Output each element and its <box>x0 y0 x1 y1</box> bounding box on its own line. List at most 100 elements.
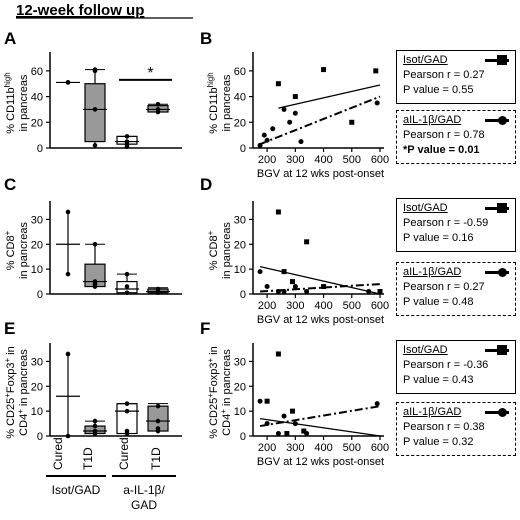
y-label-sup: + <box>16 409 25 414</box>
legend-line-dash-icon <box>485 271 509 274</box>
y-axis-label: % CD11bhigh in pancreas <box>206 72 234 133</box>
legend-square-icon <box>497 55 507 65</box>
square-point <box>377 289 383 295</box>
y-tick-label: 20 <box>31 381 43 393</box>
x-tick-label: 600 <box>371 300 389 312</box>
y-label-part: Foxp3 <box>208 363 220 394</box>
circle-point <box>257 142 263 148</box>
y-label-line: % CD11bhigh <box>3 72 18 133</box>
x-tick-label: 200 <box>258 442 276 454</box>
data-point <box>92 423 98 429</box>
square-point <box>275 209 281 215</box>
y-label-sup: + <box>3 358 12 363</box>
circle-point <box>281 413 287 419</box>
circle-point <box>292 421 298 427</box>
data-point <box>65 433 71 439</box>
y-label-line: CD4+ in pancreas <box>219 349 234 436</box>
square-point <box>301 428 307 434</box>
stats-f-ail: aIL-1β/GAD Pearson r = 0.38 P value = 0.… <box>396 402 516 456</box>
group-label-isot-t1d: T1D <box>81 447 95 470</box>
fit-line <box>278 84 381 109</box>
circle-point <box>292 110 298 116</box>
data-point <box>65 271 71 277</box>
circle-point <box>304 289 310 295</box>
data-point <box>124 290 130 296</box>
y-label-sup: + <box>206 393 215 398</box>
y-tick-label: 10 <box>31 264 43 276</box>
y-tick-label: 10 <box>31 406 43 418</box>
data-point <box>92 143 98 148</box>
square-point <box>264 398 270 404</box>
y-axis-label: % CD8+ in pancreas <box>206 222 234 279</box>
x-tick-label: 300 <box>286 300 304 312</box>
x-axis-label: BGV at 12 wks post-onset <box>257 168 384 180</box>
data-point <box>92 68 98 74</box>
stats-b-ail: aIL-1β/GAD Pearson r = 0.78 *P value = 0… <box>396 110 516 164</box>
box-group <box>115 401 139 436</box>
group-label-ail-t1d: T1D <box>149 447 163 470</box>
data-point <box>155 290 161 296</box>
data-point <box>92 418 98 424</box>
data-point <box>155 428 161 434</box>
legend-line-dash-icon <box>485 119 509 122</box>
legend-circle-icon <box>498 116 507 125</box>
y-tick-label: 30 <box>234 214 246 226</box>
series-isot <box>275 67 381 125</box>
box-group <box>115 271 139 296</box>
legend-line-dash-icon <box>485 411 509 414</box>
y-tick-label: 0 <box>240 431 246 443</box>
y-tick-label: 0 <box>37 289 43 301</box>
y-tick-label: 30 <box>31 214 43 226</box>
y-axis-label: % CD25+Foxp3+ inCD4+ in pancreas <box>3 346 31 439</box>
y-label-part: in <box>208 346 220 358</box>
y-tick-label: 10 <box>234 264 246 276</box>
stats-d-ail-name: aIL-1β/GAD <box>403 266 462 278</box>
square-point <box>349 119 355 125</box>
series-isot <box>259 209 383 295</box>
stats-d-ail: aIL-1β/GAD Pearson r = 0.27 P value = 0.… <box>396 262 516 316</box>
box-group <box>56 80 80 85</box>
y-tick-label: 10 <box>234 406 246 418</box>
stats-d-ail-p: P value = 0.48 <box>403 296 474 308</box>
x-tick-label: 200 <box>258 300 276 312</box>
stats-d-ail-r: Pearson r = 0.27 <box>403 281 485 293</box>
box-group <box>146 403 170 434</box>
x-tick-label: 500 <box>343 442 361 454</box>
y-tick-label: 30 <box>234 356 246 368</box>
square-point <box>275 81 281 87</box>
square-point <box>321 284 327 290</box>
y-label-line: % CD8+ <box>206 230 221 270</box>
x-tick-label: 500 <box>343 154 361 166</box>
data-point <box>124 401 130 406</box>
box-group <box>83 67 107 148</box>
box <box>84 83 106 143</box>
stats-f-ail-name: aIL-1β/GAD <box>403 406 462 418</box>
circle-point <box>292 284 298 290</box>
panel-label-c: C <box>4 175 16 194</box>
stats-b-isot: Isot/GAD Pearson r = 0.27 P value = 0.55 <box>396 50 516 104</box>
box-group <box>83 241 107 290</box>
stats-d-isot-p: P value = 0.16 <box>403 232 474 244</box>
stats-b-ail-p: *P value = 0.01 <box>403 144 480 156</box>
legend-square-icon <box>497 345 507 355</box>
group-label-ail-cured: Cured <box>117 437 131 470</box>
legend-circle-icon <box>498 408 507 417</box>
data-point <box>65 80 71 85</box>
data-point <box>155 109 161 115</box>
stats-f-ail-r: Pearson r = 0.38 <box>403 421 485 433</box>
y-tick-label: 20 <box>234 239 246 251</box>
circle-point <box>257 398 263 404</box>
x-tick-label: 400 <box>314 154 332 166</box>
data-point <box>92 284 98 289</box>
stats-d-isot-name: Isot/GAD <box>403 202 448 214</box>
box-group <box>146 101 170 115</box>
data-point <box>65 209 71 215</box>
legend-circle-icon <box>498 268 507 277</box>
data-point <box>155 403 161 409</box>
square-point <box>290 408 296 414</box>
stats-b-ail-name: aIL-1β/GAD <box>403 114 462 126</box>
data-point <box>92 431 98 436</box>
stats-b-isot-name: Isot/GAD <box>403 54 448 66</box>
